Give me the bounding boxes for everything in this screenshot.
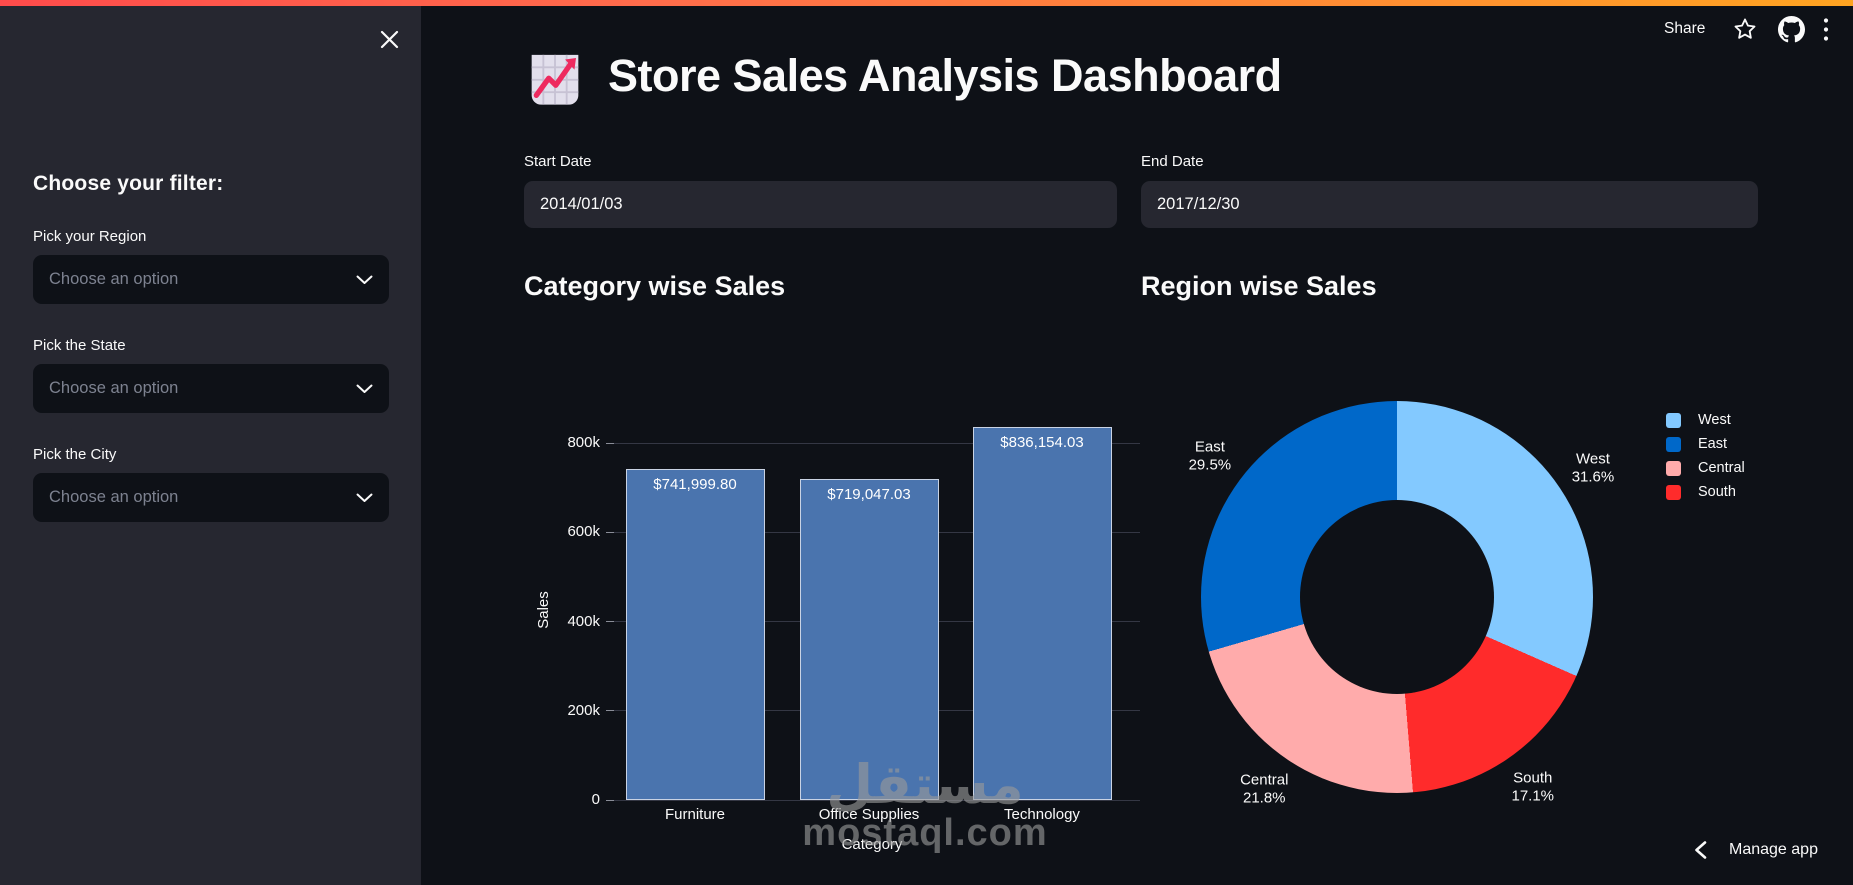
legend-label: East — [1698, 436, 1728, 452]
state-filter-label: Pick the State — [33, 337, 126, 354]
pie-slice-label: Central 21.8% — [1240, 771, 1289, 807]
decoration-bar — [0, 0, 1853, 6]
legend-label: South — [1698, 484, 1736, 500]
github-icon[interactable] — [1778, 16, 1805, 46]
legend-label: West — [1698, 412, 1731, 428]
share-button[interactable]: Share — [1664, 20, 1706, 37]
bar-gridline — [614, 799, 1140, 801]
region-filter-label: Pick your Region — [33, 228, 147, 245]
chart-legend: West East Central South — [1666, 408, 1745, 504]
y-axis-tick-label: 0 — [591, 791, 600, 808]
legend-item-west[interactable]: West — [1666, 408, 1745, 432]
city-select-value: Choose an option — [49, 488, 179, 506]
pie-slice-label: East 29.5% — [1188, 438, 1232, 474]
legend-item-south[interactable]: South — [1666, 480, 1745, 504]
close-icon — [380, 30, 398, 48]
kebab-menu-icon — [1823, 18, 1829, 41]
pie-chart-title: Region wise Sales — [1141, 271, 1377, 301]
chevron-down-icon — [356, 275, 373, 284]
chevron-down-icon — [356, 493, 373, 502]
bar-chart-x-axis-label: Category — [841, 836, 903, 853]
chevron-left-icon — [1695, 841, 1707, 859]
page-title: Store Sales Analysis Dashboard — [608, 50, 1282, 101]
y-axis-tick — [606, 531, 614, 533]
legend-item-east[interactable]: East — [1666, 432, 1745, 456]
y-axis-tick — [606, 710, 614, 712]
x-axis-category-label: Office Supplies — [818, 806, 920, 823]
legend-swatch — [1666, 412, 1681, 428]
start-date-input[interactable] — [524, 181, 1117, 228]
manage-app-label: Manage app — [1729, 841, 1818, 858]
bar-value-label: $836,154.03 — [1000, 433, 1084, 451]
manage-app-button[interactable]: Manage app — [1694, 841, 1818, 859]
legend-item-central[interactable]: Central — [1666, 456, 1745, 480]
end-date-label: End Date — [1141, 153, 1204, 170]
city-select[interactable]: Choose an option — [33, 473, 389, 522]
pie-slice-label: West 31.6% — [1571, 450, 1615, 487]
state-select-value: Choose an option — [49, 379, 179, 397]
x-axis-category-label: Furniture — [664, 806, 726, 823]
y-axis-tick — [606, 799, 614, 801]
kebab-menu-icon[interactable] — [1822, 16, 1830, 46]
bar-value-label: $741,999.80 — [653, 475, 737, 493]
bar-furniture[interactable] — [625, 468, 765, 800]
bar-office-supplies[interactable] — [799, 479, 939, 800]
legend-swatch — [1666, 484, 1681, 500]
close-icon[interactable] — [372, 22, 406, 56]
y-axis-tick — [606, 442, 614, 444]
chevron-down-icon — [356, 384, 373, 393]
bar-gridline — [614, 442, 1140, 444]
star-icon — [1734, 18, 1756, 39]
y-axis-tick-label: 800k — [567, 434, 600, 451]
donut-hole — [1300, 500, 1494, 694]
bar-chart-title: Category wise Sales — [524, 271, 786, 301]
y-axis-tick-label: 400k — [567, 612, 600, 630]
city-filter-label: Pick the City — [33, 446, 117, 463]
y-axis-tick — [606, 621, 614, 622]
bar-technology[interactable] — [972, 426, 1112, 800]
legend-swatch — [1666, 436, 1681, 452]
region-select-value: Choose an option — [49, 270, 179, 288]
start-date-label: Start Date — [524, 153, 592, 170]
github-icon — [1778, 16, 1805, 43]
sidebar-heading: Choose your filter: — [33, 172, 224, 195]
chart-increasing-icon — [527, 50, 583, 113]
state-select[interactable]: Choose an option — [33, 364, 389, 413]
sidebar: Choose your filter: Pick your Region Cho… — [0, 6, 421, 885]
bar-value-label: $719,047.03 — [827, 486, 911, 504]
bar-chart-y-axis-label: Sales — [535, 591, 552, 629]
legend-swatch — [1666, 460, 1681, 476]
region-select[interactable]: Choose an option — [33, 255, 389, 304]
star-icon[interactable] — [1732, 16, 1758, 45]
pie-slice-label: South 17.1% — [1511, 769, 1555, 805]
end-date-input[interactable] — [1141, 181, 1758, 228]
legend-label: Central — [1698, 460, 1745, 476]
x-axis-category-label: Technology — [1004, 806, 1080, 823]
y-axis-tick-label: 200k — [567, 701, 600, 719]
y-axis-tick-label: 600k — [567, 523, 600, 541]
